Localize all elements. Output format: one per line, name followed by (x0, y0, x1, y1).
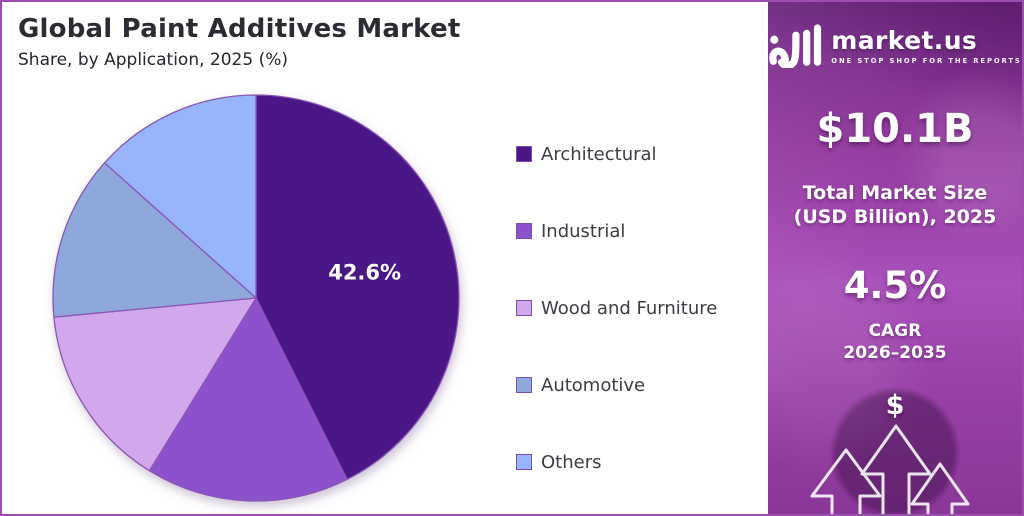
brand-name: market.us (831, 25, 978, 55)
legend-item-others: Others (516, 451, 717, 473)
cagr-label: CAGR 2026–2035 (768, 320, 1022, 364)
market-size-value: $10.1B (816, 106, 974, 152)
legend-label: Wood and Furniture (541, 297, 718, 319)
pie-slice-industrial (148, 297, 348, 502)
legend-item-architectural: Architectural (516, 143, 717, 165)
legend-swatch (516, 300, 532, 316)
pie-data-label: 42.6% (328, 260, 401, 284)
legend-item-wood-and-furniture: Wood and Furniture (516, 297, 717, 319)
legend-label: Architectural (541, 143, 657, 165)
brand-panel: market.us ONE STOP SHOP FOR THE REPORTS … (768, 2, 1022, 514)
pie-chart: 42.6% (52, 94, 460, 502)
page-title: Global Paint Additives Market (18, 14, 461, 44)
market-size-label: Total Market Size (USD Billion), 2025 (768, 182, 1022, 230)
cagr-label-line1: CAGR (868, 321, 922, 341)
legend-swatch (516, 146, 532, 162)
dollar-symbol: $ (885, 390, 905, 421)
pie-slice-architectural (255, 94, 460, 481)
cagr-value: 4.5% (843, 264, 947, 307)
market-size-label-line2: (USD Billion), 2025 (793, 205, 997, 228)
legend-label: Automotive (541, 374, 646, 396)
page-subtitle: Share, by Application, 2025 (%) (18, 50, 288, 70)
brand-logo: market.us ONE STOP SHOP FOR THE REPORTS (768, 24, 1022, 68)
pie-slice-automotive (52, 162, 257, 318)
legend-swatch (516, 377, 532, 393)
pie-slice-others (103, 94, 257, 299)
growth-arrows-icon (810, 424, 970, 514)
cagr-label-line2: 2026–2035 (843, 343, 947, 364)
market-size-label-line1: Total Market Size (802, 182, 988, 204)
legend-label: Industrial (541, 220, 626, 242)
legend-label: Others (541, 451, 602, 473)
marketus-logo-icon (769, 24, 822, 68)
brand-tagline: ONE STOP SHOP FOR THE REPORTS (831, 56, 1022, 65)
legend-swatch (516, 454, 532, 470)
legend-item-industrial: Industrial (516, 220, 717, 242)
legend-swatch (516, 223, 532, 239)
pie-legend: Architectural Industrial Wood and Furnitur… (516, 143, 717, 473)
legend-item-automotive: Automotive (516, 374, 717, 396)
pie-slice-wood-and-furniture (53, 297, 257, 472)
